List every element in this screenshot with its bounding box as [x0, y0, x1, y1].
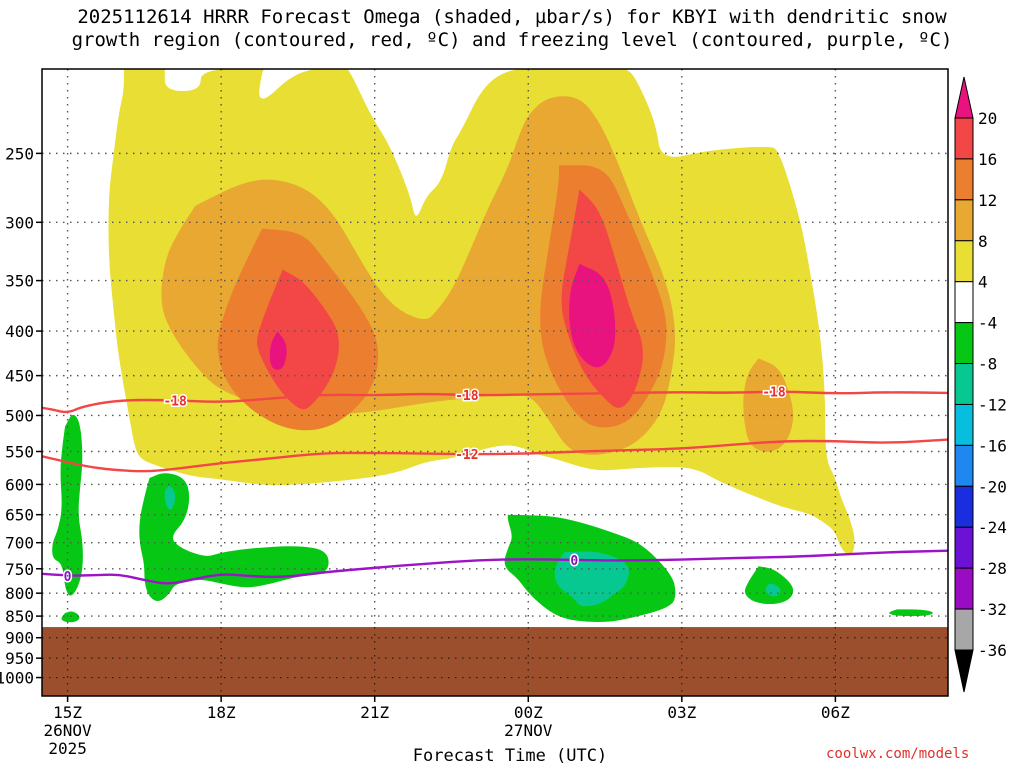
y-tick-label-650: 650 [5, 506, 34, 525]
x-tick-label-06Z: 06Z [821, 703, 850, 722]
y-tick-label-400: 400 [5, 322, 34, 341]
x-tick-label-15Z: 15Z [53, 703, 82, 722]
colorbar: 20 16 12 8 4 -4 -8 -12 -16 -20 -24 -28 -32 -36 [954, 76, 1007, 693]
omega-area--4-to-8 [61, 611, 80, 623]
colorbar-segment-10 [954, 485, 974, 528]
y-tick-label-550: 550 [5, 443, 34, 462]
ground-terrain [42, 627, 948, 696]
x-tick-sublabel-26NOV: 26NOV [44, 721, 93, 740]
colorbar-label--24: -24 [978, 518, 1007, 537]
title-line-1: 2025112614 HRRR Forecast Omega (shaded, … [77, 6, 947, 28]
dgz-contour--18-label-0: -18 [163, 394, 187, 409]
x-tick-label-18Z: 18Z [207, 703, 236, 722]
colorbar-segment-3 [954, 199, 974, 242]
x-tick-label-21Z: 21Z [360, 703, 389, 722]
colorbar-segment-4 [954, 240, 974, 283]
colorbar-top-arrow [954, 76, 974, 119]
y-tick-label-450: 450 [5, 367, 34, 386]
freezing-level-contour-label-1: 0 [570, 554, 578, 569]
x-tick-sublabel-27NOV: 27NOV [504, 721, 553, 740]
colorbar-segment-12 [954, 567, 974, 610]
dgz-contour--18 [42, 390, 948, 414]
omega-area--4-to-8 [889, 609, 933, 617]
colorbar-segment-9 [954, 444, 974, 487]
plot-area [52, 69, 933, 623]
y-tick-label-1000: 1000 [0, 669, 34, 688]
dgz-contour--18-label-1: -18 [455, 389, 479, 404]
dgz-contour--18-label-2: -18 [762, 386, 786, 401]
omega-area-8-to-12 [743, 358, 794, 452]
colorbar-segment-13 [954, 608, 974, 651]
colorbar-segment-2 [954, 158, 974, 201]
omega-area--20 [269, 331, 287, 370]
ground-layer [42, 627, 948, 696]
y-tick-label-250: 250 [5, 144, 34, 163]
x-tick-label-03Z: 03Z [667, 703, 696, 722]
x-tick-sublabel-2025: 2025 [48, 739, 87, 758]
colorbar-label--32: -32 [978, 600, 1007, 619]
freezing-level-contour-label-0: 0 [64, 570, 72, 585]
y-tick-label-600: 600 [5, 475, 34, 494]
chart-title: 2025112614 HRRR Forecast Omega (shaded, … [0, 6, 1024, 52]
omega-area--8-to-12 [765, 583, 781, 597]
colorbar-label--12: -12 [978, 395, 1007, 414]
colorbar-label--36: -36 [978, 641, 1007, 660]
colorbar-segment-7 [954, 363, 974, 405]
colorbar-label-20: 20 [978, 109, 997, 128]
colorbar-segment-6 [954, 322, 974, 365]
dgz-contour--12-label-0: -12 [455, 448, 478, 463]
dgz-contour--12 [42, 438, 948, 473]
x-tick-label-00Z: 00Z [514, 703, 543, 722]
colorbar-label-4: 4 [978, 273, 988, 292]
colorbar-label--8: -8 [978, 355, 997, 374]
title-line-2: growth region (contoured, red, ºC) and f… [71, 29, 953, 51]
colorbar-label-16: 16 [978, 150, 997, 169]
contour-layer: -18 -18 -18 -12 0 0 [42, 384, 948, 586]
y-tick-label-350: 350 [5, 272, 34, 291]
y-tick-label-800: 800 [5, 584, 34, 603]
omega-area-16-to-20 [257, 269, 339, 410]
colorbar-segment-8 [954, 403, 974, 446]
y-tick-label-700: 700 [5, 534, 34, 553]
axes: 250 300 350 400 450 500 550 600 650 700 750 800 850 9… [0, 144, 850, 758]
y-tick-label-950: 950 [5, 649, 34, 668]
y-tick-label-500: 500 [5, 406, 34, 425]
colorbar-label-12: 12 [978, 191, 997, 210]
omega-area--8-to-12 [164, 486, 176, 510]
y-tick-label-850: 850 [5, 607, 34, 626]
credit-text: coolwx.com/models [826, 746, 970, 762]
omega-area--4-to-8 [52, 414, 83, 596]
colorbar-segment-11 [954, 526, 974, 569]
colorbar-label-8: 8 [978, 232, 988, 251]
y-tick-label-900: 900 [5, 629, 34, 648]
colorbar-label--4: -4 [978, 314, 997, 333]
colorbar-bottom-arrow [954, 649, 974, 693]
x-axis-label: Forecast Time (UTC) [412, 746, 608, 766]
colorbar-segment-5 [954, 281, 974, 324]
colorbar-label--20: -20 [978, 477, 1007, 496]
omega-area--20 [569, 264, 616, 368]
y-tick-label-750: 750 [5, 560, 34, 579]
plot-frame [41, 68, 949, 697]
y-tick-label-300: 300 [5, 213, 34, 232]
freezing-level-contour [42, 549, 948, 585]
colorbar-label--16: -16 [978, 436, 1007, 455]
colorbar-label--28: -28 [978, 559, 1007, 578]
colorbar-segment-1 [954, 117, 974, 160]
